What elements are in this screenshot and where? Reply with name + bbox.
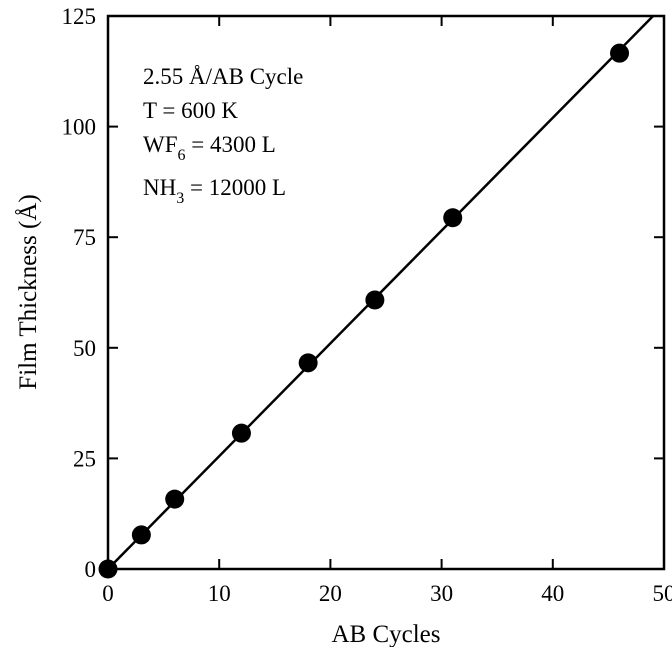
y-tick-label: 25	[73, 446, 96, 471]
x-axis-ticks: 0 10 20 30 40 50	[102, 16, 672, 606]
data-points	[98, 43, 630, 579]
y-axis-ticks: 0 25 50 75 100 125	[62, 4, 664, 582]
x-axis-label: AB Cycles	[331, 621, 440, 647]
data-point	[131, 525, 151, 545]
y-tick-label: 125	[62, 4, 97, 29]
x-tick-label: 20	[319, 581, 342, 606]
data-point	[98, 559, 118, 579]
annotation-rate: 2.55 Å/AB Cycle	[143, 64, 303, 89]
x-tick-label: 10	[208, 581, 231, 606]
x-tick-label: 30	[430, 581, 453, 606]
y-tick-label: 100	[62, 115, 97, 140]
annotation-nh3-value: = 12000 L	[184, 175, 286, 200]
data-point	[298, 353, 318, 373]
data-point	[165, 489, 185, 509]
y-axis-label: Film Thickness (Å)	[15, 194, 42, 389]
x-tick-label: 50	[653, 581, 672, 606]
annotation-wf6-value: = 4300 L	[186, 132, 276, 157]
x-tick-label: 40	[541, 581, 564, 606]
data-point	[610, 43, 630, 63]
annotation-wf6: WF6 = 4300 L	[143, 132, 276, 164]
plot-frame	[106, 14, 666, 571]
data-point	[443, 208, 463, 228]
x-tick-label: 0	[102, 581, 114, 606]
annotation-nh3-subscript: 3	[176, 190, 184, 207]
annotation-block: 2.55 Å/AB Cycle T = 600 K WF6 = 4300 L N…	[143, 64, 303, 207]
annotation-nh3: NH3 = 12000 L	[143, 175, 286, 207]
y-tick-label: 0	[85, 557, 97, 582]
annotation-wf6-main: WF	[143, 132, 178, 157]
y-tick-label: 50	[73, 336, 96, 361]
annotation-temperature: T = 600 K	[143, 98, 238, 123]
data-point	[365, 290, 385, 310]
y-tick-label: 75	[73, 225, 96, 250]
annotation-wf6-subscript: 6	[178, 147, 186, 164]
annotation-nh3-main: NH	[143, 175, 176, 200]
data-point	[231, 423, 251, 443]
